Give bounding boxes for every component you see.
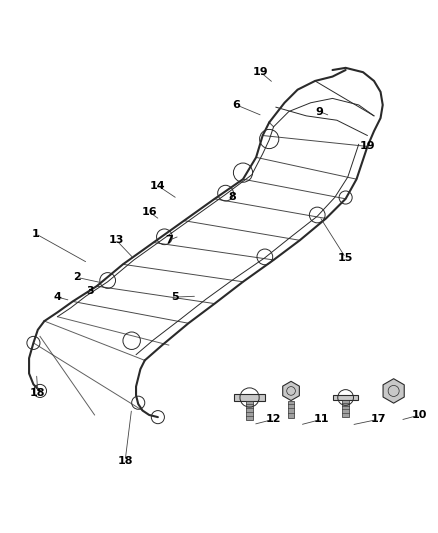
Text: 14: 14 bbox=[150, 181, 166, 191]
Text: 12: 12 bbox=[266, 414, 281, 424]
Text: 17: 17 bbox=[371, 414, 386, 424]
Text: 2: 2 bbox=[73, 272, 81, 282]
FancyBboxPatch shape bbox=[343, 400, 349, 417]
Text: 11: 11 bbox=[314, 414, 329, 424]
Text: 18: 18 bbox=[117, 456, 133, 466]
Text: 5: 5 bbox=[172, 292, 179, 302]
Text: 6: 6 bbox=[233, 100, 240, 110]
Text: 18: 18 bbox=[30, 388, 46, 398]
FancyBboxPatch shape bbox=[246, 401, 254, 421]
Text: 15: 15 bbox=[338, 253, 353, 263]
Text: 7: 7 bbox=[165, 235, 173, 245]
Text: 13: 13 bbox=[109, 235, 124, 245]
Text: 1: 1 bbox=[32, 229, 39, 239]
FancyBboxPatch shape bbox=[288, 400, 294, 418]
Text: 8: 8 bbox=[228, 192, 236, 201]
Text: 19: 19 bbox=[360, 141, 375, 151]
Polygon shape bbox=[283, 381, 299, 400]
Text: 19: 19 bbox=[253, 67, 268, 77]
Polygon shape bbox=[383, 379, 404, 403]
Text: 4: 4 bbox=[53, 292, 61, 302]
Text: 9: 9 bbox=[315, 107, 323, 117]
Text: 3: 3 bbox=[86, 286, 94, 295]
Text: 16: 16 bbox=[141, 207, 157, 217]
FancyBboxPatch shape bbox=[333, 395, 358, 400]
FancyBboxPatch shape bbox=[234, 394, 265, 401]
Text: 10: 10 bbox=[412, 410, 427, 420]
